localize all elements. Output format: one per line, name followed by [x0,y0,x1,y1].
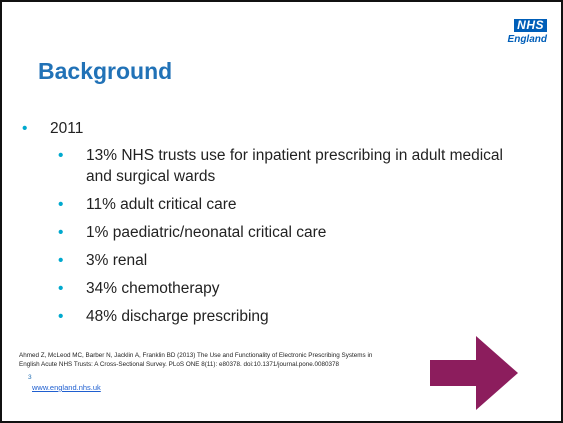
sub-bullet: 34% chemotherapy [58,278,526,299]
sub-bullet: 1% paediatric/neonatal critical care [58,222,526,243]
logo-region: England [507,34,547,45]
arrow-shape [430,336,518,410]
page-number: 3 [28,374,32,381]
citation-line: English Acute NHS Trusts: A Cross-Sectio… [19,360,340,368]
logo-mark: NHS [514,19,547,32]
sub-bullet: 3% renal [58,250,526,271]
website-link[interactable]: www.england.nhs.uk [32,383,101,392]
slide-title: Background [38,58,173,84]
logo: NHS England [508,16,547,45]
sub-bullet: 11% adult critical care [58,194,526,215]
sub-bullet: 48% discharge prescribing [58,306,526,327]
sub-bullet: 13% NHS trusts use for inpatient prescri… [58,145,526,187]
bullet-list: 2011 13% NHS trusts use for inpatient pr… [22,120,536,334]
next-arrow[interactable] [430,334,520,412]
bullet: 2011 13% NHS trusts use for inpatient pr… [22,120,536,327]
sub-bullet-list: 13% NHS trusts use for inpatient prescri… [58,145,536,327]
bullet-text: 2011 [50,120,84,137]
citation-line: Ahmed Z, McLeod MC, Barber N, Jacklin A,… [19,352,373,359]
citation: Ahmed Z, McLeod MC, Barber N, Jacklin A,… [19,352,372,369]
